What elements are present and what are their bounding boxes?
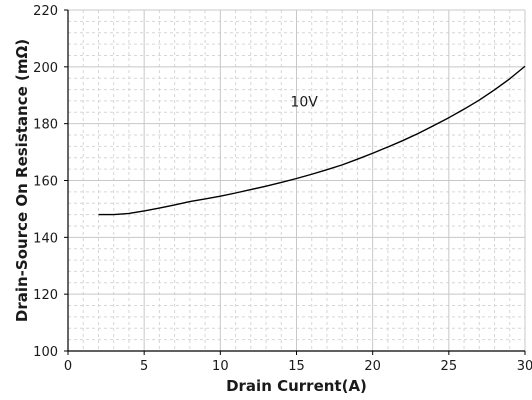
x-axis-label: Drain Current(A) (226, 377, 367, 395)
y-tick-label: 200 (33, 61, 58, 76)
y-tick-labels: 100 120 140 160 180 200 220 (33, 4, 58, 360)
y-tick-label: 160 (33, 175, 58, 190)
y-tick-label: 180 (33, 118, 58, 133)
x-tick-label: 30 (517, 359, 532, 374)
series-annotation: 10V (290, 95, 318, 111)
x-tick-labels: 0 5 10 15 20 25 30 (64, 359, 532, 374)
y-tick-label: 100 (33, 345, 58, 360)
x-tick-label: 15 (288, 359, 305, 374)
x-tick-label: 10 (212, 359, 229, 374)
series-line (98, 65, 526, 216)
y-axis-label: Drain-Source On Resistance (mΩ) (13, 39, 31, 322)
annotations: 10V (290, 95, 318, 111)
y-tick-label: 140 (33, 231, 58, 246)
axes (64, 9, 526, 355)
major-gridlines (68, 9, 526, 351)
x-tick-label: 25 (441, 359, 458, 374)
y-tick-label: 220 (33, 4, 58, 19)
x-tick-label: 20 (364, 359, 381, 374)
x-tick-label: 5 (140, 359, 148, 374)
y-tick-label: 120 (33, 288, 58, 303)
series-layer (98, 65, 526, 216)
x-tick-label: 0 (64, 359, 72, 374)
